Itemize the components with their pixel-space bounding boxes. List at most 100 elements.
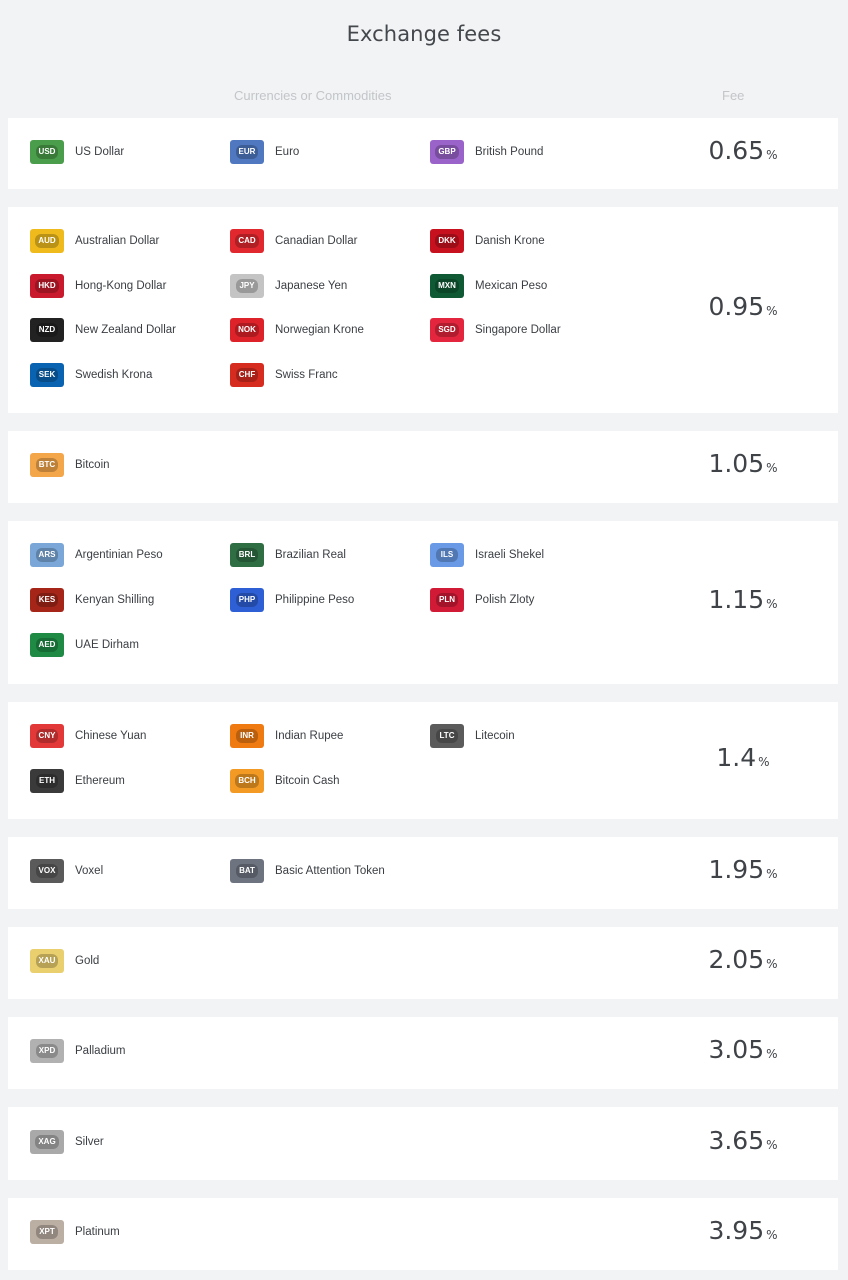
currency-code: USD <box>35 144 59 159</box>
fee-number: 1.95 <box>708 855 765 884</box>
currency-code: XAG <box>35 1134 59 1149</box>
currency-name: Swiss Franc <box>275 369 338 382</box>
page-title: Exchange fees <box>346 22 502 46</box>
currency-code: PLN <box>436 593 458 607</box>
currency-name: Brazilian Real <box>275 549 346 561</box>
currency-item-jpy: JPY Japanese Yen <box>230 273 348 298</box>
currency-code: CHF <box>235 368 259 383</box>
currency-code-badge: AED <box>30 633 64 657</box>
fee-group-card: ARS Argentinian Peso BRL Brazilian Real ILS I… <box>8 521 838 684</box>
currency-code-badge: EUR <box>230 139 264 164</box>
currency-code: AED <box>35 638 59 652</box>
currency-code-badge: CHF <box>230 363 264 388</box>
currency-code-badge: BAT <box>230 859 264 883</box>
currency-name: Chinese Yuan <box>75 730 147 742</box>
currency-item-cad: CAD Canadian Dollar <box>230 229 357 253</box>
currency-code-badge: AUD <box>30 229 64 253</box>
currency-name: Bitcoin Cash <box>275 774 340 787</box>
currency-item-nok: NOK Norwegian Krone <box>230 318 364 343</box>
fee-value: 3.05% <box>688 1035 798 1064</box>
currency-item-xpd: XPD Palladium <box>30 1039 126 1063</box>
currency-name: Ethereum <box>75 774 125 787</box>
currency-name: Litecoin <box>475 730 515 742</box>
currency-code: INR <box>236 729 258 743</box>
fee-value: 1.05% <box>688 449 798 478</box>
currency-name: Polish Zloty <box>475 594 535 606</box>
currency-item-aud: AUD Australian Dollar <box>30 229 159 253</box>
percent-sign: % <box>766 1137 778 1152</box>
currency-name: Israeli Shekel <box>475 549 545 561</box>
currency-name: Japanese Yen <box>275 279 348 292</box>
fee-group-card: USD US Dollar EUR Euro GBP British Pound 0.65% <box>8 118 838 189</box>
currency-code: JPY <box>236 278 258 293</box>
currency-name: Swedish Krona <box>75 369 153 382</box>
fee-number: 2.05 <box>708 945 765 974</box>
currency-name: Gold <box>75 955 100 967</box>
currency-item-chf: CHF Swiss Franc <box>230 363 338 388</box>
currency-name: US Dollar <box>75 145 125 158</box>
currency-code-badge: BCH <box>230 768 264 793</box>
currency-code-badge: GBP <box>430 139 464 164</box>
currency-code: SGD <box>435 323 459 338</box>
percent-sign: % <box>766 147 778 162</box>
currency-name: Kenyan Shilling <box>75 594 155 606</box>
percent-sign: % <box>758 754 770 769</box>
currency-item-gbp: GBP British Pound <box>430 139 544 164</box>
fee-value: 1.15% <box>688 585 798 614</box>
currency-code-badge: KES <box>30 588 64 612</box>
currency-name: Indian Rupee <box>275 730 344 742</box>
currency-item-usd: USD US Dollar <box>30 139 125 164</box>
fee-number: 1.15 <box>708 584 765 614</box>
fee-group-card: BTC Bitcoin 1.05% <box>8 431 838 503</box>
currency-item-ils: ILS Israeli Shekel <box>430 543 544 567</box>
currency-item-php: PHP Philippine Peso <box>230 588 354 612</box>
currency-code-badge: CNY <box>30 724 64 748</box>
currency-name: Philippine Peso <box>275 594 355 606</box>
fee-value: 0.65% <box>688 136 798 165</box>
currency-name: Argentinian Peso <box>75 549 163 561</box>
currency-code-badge: PHP <box>230 588 264 612</box>
currency-item-xpt: XPT Platinum <box>30 1220 120 1244</box>
fee-value: 3.95% <box>688 1216 798 1245</box>
fee-group-card: VOX Voxel BAT Basic Attention Token 1.95% <box>8 837 838 909</box>
fee-number: 0.95 <box>708 292 765 321</box>
currency-name: Palladium <box>75 1045 126 1057</box>
currency-code: AUD <box>35 234 59 248</box>
currency-item-eth: ETH Ethereum <box>30 768 125 793</box>
percent-sign: % <box>766 957 778 971</box>
currency-code-badge: PLN <box>430 588 464 612</box>
fee-value: 0.95% <box>688 292 798 321</box>
currency-name: Voxel <box>75 865 104 877</box>
currency-code-badge: MXN <box>430 273 464 298</box>
currency-code-badge: ILS <box>430 543 464 567</box>
fee-value: 2.05% <box>688 945 798 974</box>
currency-item-inr: INR Indian Rupee <box>230 724 343 748</box>
currency-code: BTC <box>35 458 59 472</box>
currency-code-badge: VOX <box>30 859 64 883</box>
currency-name: Bitcoin <box>75 459 110 471</box>
currency-code: BAT <box>236 864 258 878</box>
currency-item-vox: VOX Voxel <box>30 859 103 883</box>
currency-code: MXN <box>435 278 459 293</box>
currency-code-badge: NOK <box>230 318 264 343</box>
currency-item-dkk: DKK Danish Krone <box>430 229 545 253</box>
currency-name: UAE Dirham <box>75 639 139 651</box>
currency-name: Danish Krone <box>475 235 545 247</box>
currency-item-eur: EUR Euro <box>230 139 299 164</box>
fee-value: 3.65% <box>688 1126 798 1155</box>
currency-name: New Zealand Dollar <box>75 324 176 337</box>
currency-code: XPT <box>36 1225 58 1239</box>
currency-code: ETH <box>36 773 58 788</box>
fee-group-card: XAU Gold 2.05% <box>8 927 838 999</box>
currencies-column-header: Currencies or Commodities <box>234 88 392 103</box>
fee-number: 3.65 <box>708 1125 765 1155</box>
currency-code: HKD <box>35 278 59 293</box>
currency-code-badge: SGD <box>430 318 464 343</box>
currency-name: Hong-Kong Dollar <box>75 279 167 292</box>
fee-group-card: XPT Platinum 3.95% <box>8 1198 838 1270</box>
fee-number: 1.4 <box>716 742 757 772</box>
currency-name: British Pound <box>475 145 544 158</box>
currency-item-xag: XAG Silver <box>30 1129 104 1154</box>
currency-code-badge: HKD <box>30 273 64 298</box>
currency-item-mxn: MXN Mexican Peso <box>430 273 547 298</box>
